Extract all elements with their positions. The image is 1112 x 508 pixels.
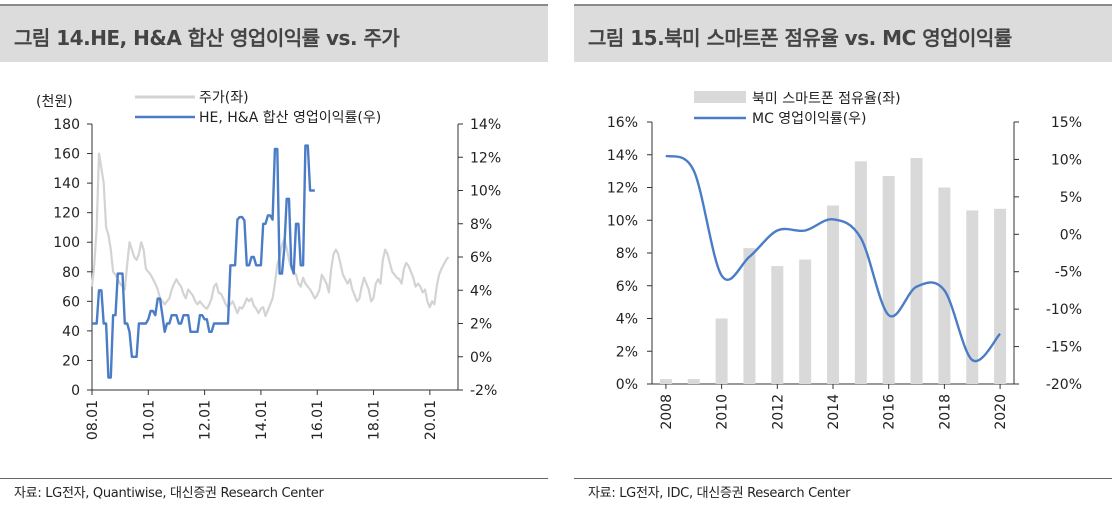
- share-bar: [827, 205, 839, 384]
- right-y-tick-label: 15%: [1051, 115, 1082, 131]
- x-tick-label: 2020: [993, 394, 1009, 430]
- x-tick-label: 20.01: [423, 400, 439, 440]
- left-y-tick-label: 0: [71, 383, 80, 399]
- left-y-tick-label: 40: [62, 324, 80, 340]
- share-bar: [715, 318, 728, 384]
- share-bar: [659, 379, 672, 384]
- right-source: 자료: LG전자, IDC, 대신증권 Research Center: [588, 486, 851, 501]
- left-y-tick-label: 140: [53, 176, 80, 192]
- left-source: 자료: LG전자, Quantiwise, 대신증권 Research Cent…: [14, 486, 324, 501]
- share-bar: [882, 176, 895, 384]
- x-tick-label: 10.01: [141, 400, 157, 440]
- left-chart: (천원) 0 20 40 60 80 100 120 140 160 180 -2% 0% 2% 4% 6% 8…: [36, 90, 501, 440]
- right-y-tick-label: 2%: [470, 317, 492, 333]
- x-tick-label: 12.01: [198, 400, 214, 440]
- right-y-tick-label: 10%: [470, 184, 501, 200]
- left-y-tick-label: 20: [62, 353, 80, 369]
- right-y-tick-label: -20%: [1046, 377, 1082, 393]
- right-y-tick-label: 0%: [470, 350, 492, 366]
- right-y-tick-label: 12%: [470, 150, 501, 166]
- x-tick-label: 08.01: [85, 400, 101, 440]
- right-chart-title: 그림 15.북미 스마트폰 점유율 vs. MC 영업이익률: [588, 26, 1012, 50]
- x-tick-label: 16.01: [310, 400, 326, 440]
- x-tick-label: 2016: [882, 394, 898, 430]
- left-y-tick-label: 0%: [616, 377, 638, 393]
- left-y-tick-label: 12%: [607, 181, 638, 197]
- left-y-tick-label: 14%: [607, 148, 638, 164]
- left-axis-unit: (천원): [36, 94, 73, 110]
- share-bar: [687, 379, 700, 384]
- right-y-tick-label: 10%: [1051, 152, 1082, 168]
- right-y-tick-label: -15%: [1046, 340, 1082, 356]
- margin-series-line: [92, 144, 315, 379]
- right-title-bar: 그림 15.북미 스마트폰 점유율 vs. MC 영업이익률: [574, 4, 1112, 62]
- x-tick-label: 14.01: [254, 400, 270, 440]
- left-y-tick-label: 8%: [616, 246, 638, 262]
- right-y-tick-label: -5%: [1055, 265, 1082, 281]
- legend-label-share: 북미 스마트폰 점유율(좌): [752, 91, 901, 107]
- share-bar: [799, 259, 812, 384]
- legend-swatch-share: [694, 91, 746, 103]
- right-chart: 0% 2% 4% 6% 8% 10% 12% 14% 16% -20% -15% -10% -5% 0% 5…: [607, 91, 1082, 430]
- legend-label-margin: HE, H&A 합산 영업이익률(우): [199, 110, 381, 126]
- x-tick-label: 2014: [826, 394, 842, 430]
- x-tick-label: 2018: [937, 394, 953, 430]
- x-tick-label: 2008: [659, 394, 675, 430]
- right-panel: 그림 15.북미 스마트폰 점유율 vs. MC 영업이익률 0% 2% 4% 6% 8…: [574, 0, 1112, 508]
- right-y-tick-label: 6%: [470, 250, 492, 266]
- price-series-line: [90, 152, 450, 318]
- right-y-tick-label: -2%: [470, 383, 497, 399]
- left-y-tick-label: 10%: [607, 213, 638, 229]
- left-y-tick-label: 6%: [616, 279, 638, 295]
- share-bar: [938, 187, 951, 384]
- share-bar: [743, 248, 756, 384]
- left-chart-title: 그림 14.HE, H&A 합산 영업이익률 vs. 주가: [14, 26, 400, 50]
- right-source-rule: [574, 478, 1112, 479]
- left-y-tick-label: 2%: [616, 344, 638, 360]
- x-tick-label: 2010: [715, 394, 731, 430]
- left-y-tick-label: 180: [53, 117, 80, 133]
- left-y-tick-label: 160: [53, 147, 80, 163]
- right-y-tick-label: 5%: [1060, 190, 1082, 206]
- left-y-tick-label: 120: [53, 206, 80, 222]
- right-y-tick-label: 0%: [1060, 227, 1082, 243]
- share-bar: [854, 161, 867, 384]
- x-tick-label: 18.01: [367, 400, 383, 440]
- left-source-rule: [0, 478, 548, 479]
- left-y-tick-label: 80: [62, 265, 80, 281]
- left-panel: 그림 14.HE, H&A 합산 영업이익률 vs. 주가 (천원) 0 20 40 6…: [0, 0, 548, 508]
- left-y-tick-label: 60: [62, 294, 80, 310]
- left-y-tick-label: 4%: [616, 312, 638, 328]
- left-y-tick-label: 16%: [607, 115, 638, 131]
- right-y-tick-label: 8%: [470, 217, 492, 233]
- share-bar: [966, 210, 979, 384]
- share-bar: [994, 208, 1007, 384]
- share-bar: [771, 266, 784, 384]
- legend-label-mc: MC 영업이익률(우): [752, 111, 867, 127]
- left-y-tick-label: 100: [53, 235, 80, 251]
- right-y-tick-label: 14%: [470, 117, 501, 133]
- share-bar: [910, 158, 923, 384]
- right-y-tick-label: -10%: [1046, 302, 1082, 318]
- x-tick-label: 2012: [770, 394, 786, 430]
- legend-label-price: 주가(좌): [199, 90, 249, 106]
- mc-margin-line: [665, 154, 1002, 363]
- left-title-bar: 그림 14.HE, H&A 합산 영업이익률 vs. 주가: [0, 4, 548, 62]
- right-y-tick-label: 4%: [470, 283, 492, 299]
